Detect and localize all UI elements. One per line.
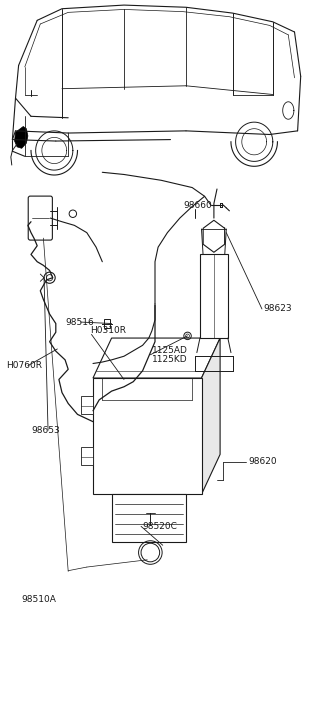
Bar <box>200 254 228 338</box>
Text: 98510A: 98510A <box>22 595 56 603</box>
Text: 1125AD: 1125AD <box>152 346 188 355</box>
Bar <box>81 396 93 414</box>
FancyBboxPatch shape <box>28 196 52 240</box>
Text: 98660: 98660 <box>183 201 212 209</box>
Text: 98623: 98623 <box>264 305 292 313</box>
Polygon shape <box>202 338 220 494</box>
Bar <box>93 378 202 494</box>
Text: 1125KD: 1125KD <box>152 355 188 364</box>
Text: 98520C: 98520C <box>143 522 177 531</box>
Polygon shape <box>15 126 28 148</box>
Bar <box>104 319 110 328</box>
Polygon shape <box>93 338 220 378</box>
Bar <box>112 494 186 542</box>
Bar <box>81 447 93 465</box>
Text: 98620: 98620 <box>248 457 277 466</box>
Text: 98653: 98653 <box>31 426 60 435</box>
Text: H0760R: H0760R <box>6 361 42 370</box>
Text: 98516: 98516 <box>65 318 94 326</box>
Text: H0310R: H0310R <box>90 326 126 335</box>
